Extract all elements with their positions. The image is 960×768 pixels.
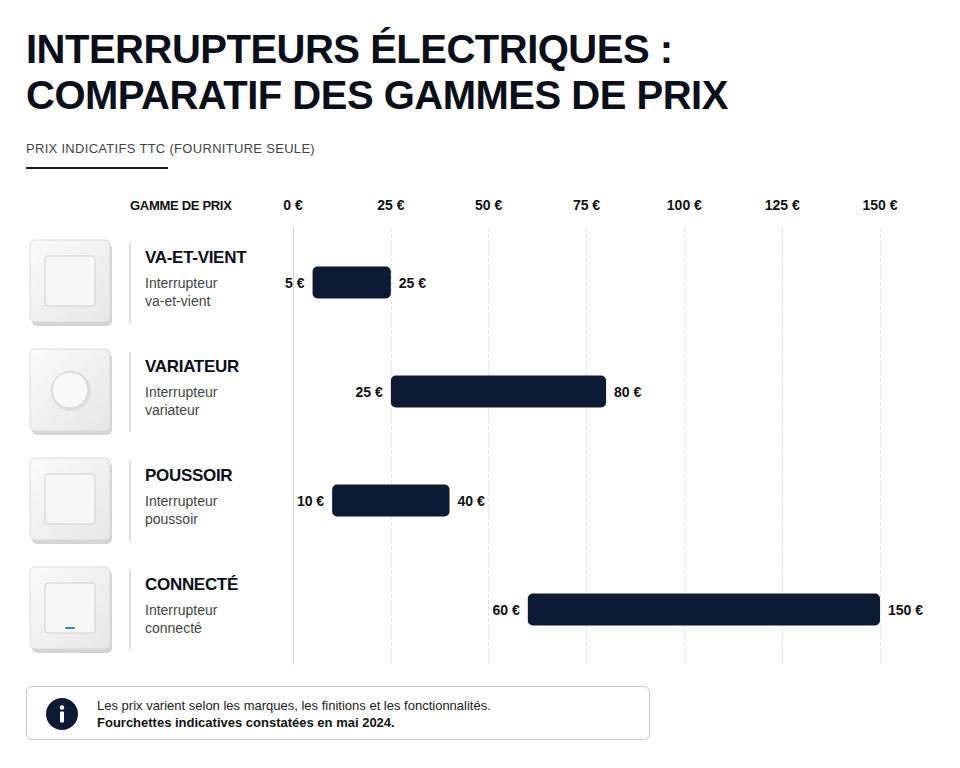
- html-text:Interrupteur: Interrupteur: [145, 274, 218, 291]
- svg-text:125 €: 125 €: [765, 197, 800, 213]
- html-text:variateur: variateur: [145, 401, 200, 418]
- html-text:Interrupteur: Interrupteur: [145, 383, 218, 400]
- html-text:PRIX INDICATIFS TTC (FOURNITUR: PRIX INDICATIFS TTC (FOURNITURE SEULE): [26, 141, 315, 156]
- svg-text:75 €: 75 €: [573, 197, 600, 213]
- html-text:VARIATEUR: VARIATEUR: [145, 356, 239, 376]
- html-text:INTERRUPTEURS ÉLECTRIQUES : CO: INTERRUPTEURS ÉLECTRIQUES : COMPARATIF D…: [26, 27, 728, 117]
- svg-text:40 €: 40 €: [458, 493, 485, 509]
- html-text:GAMME DE PRIX: GAMME DE PRIX: [130, 198, 232, 213]
- html-text:Les prix varient selon les mar: Les prix varient selon les marques, les …: [97, 698, 491, 713]
- svg-text:10 €: 10 €: [297, 493, 324, 509]
- html-text:poussoir: poussoir: [145, 510, 198, 527]
- svg-text:50 €: 50 €: [475, 197, 502, 213]
- html-text:VA-ET-VIENT: VA-ET-VIENT: [145, 247, 247, 267]
- html-text:connecté: connecté: [145, 619, 202, 636]
- svg-text:0 €: 0 €: [283, 197, 303, 213]
- html-text:Fourchettes indicatives consta: Fourchettes indicatives constatées en ma…: [97, 715, 395, 730]
- svg-text:5 €: 5 €: [285, 275, 305, 291]
- svg-text:25 €: 25 €: [356, 384, 383, 400]
- svg-text:100 €: 100 €: [667, 197, 702, 213]
- html-text:Interrupteur: Interrupteur: [145, 492, 218, 509]
- svg-text:150 €: 150 €: [862, 197, 897, 213]
- html-text:CONNECTÉ: CONNECTÉ: [145, 574, 238, 594]
- svg-text:60 €: 60 €: [493, 602, 520, 618]
- svg-text:150 €: 150 €: [888, 602, 923, 618]
- html-text:va-et-vient: va-et-vient: [145, 292, 211, 309]
- svg-text:25 €: 25 €: [399, 275, 426, 291]
- svg-text:80 €: 80 €: [614, 384, 641, 400]
- html-text:POUSSOIR: POUSSOIR: [145, 465, 233, 485]
- html-text:Interrupteur: Interrupteur: [145, 601, 218, 618]
- svg-text:25 €: 25 €: [377, 197, 404, 213]
